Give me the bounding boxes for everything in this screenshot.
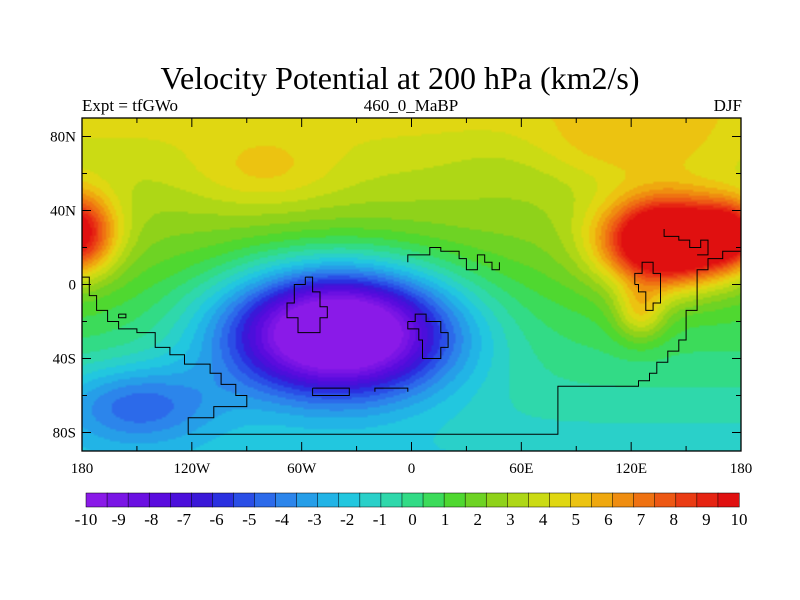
colorbar-label: 7	[637, 510, 646, 529]
colorbar-swatch	[633, 492, 656, 508]
colorbar-label: 10	[731, 510, 748, 529]
colorbar-swatch	[359, 492, 382, 508]
colorbar-swatch	[401, 492, 424, 508]
colorbar: -10 -9 -8 -7 -6 -5 -4 -3 -2 -1 0 1 2 3 4 5 6 7 8 9 10	[75, 492, 748, 529]
colorbar-label: 8	[669, 510, 678, 529]
y-tick-label: 80S	[53, 426, 76, 442]
coastline-segment	[286, 276, 328, 334]
coastline-segment	[118, 313, 127, 319]
colorbar-label: 2	[474, 510, 483, 529]
colorbar-label: -9	[112, 510, 126, 529]
colorbar-label: 0	[408, 510, 417, 529]
colorbar-swatch	[296, 492, 319, 508]
colorbar-swatch	[675, 492, 698, 508]
colorbar-label: -3	[307, 510, 321, 529]
x-tick-label: 180	[730, 461, 753, 477]
x-tick-label: 60W	[287, 461, 317, 477]
colorbar-label: -2	[340, 510, 354, 529]
colorbar-swatch	[380, 492, 403, 508]
season-label: DJF	[713, 96, 742, 115]
colorbar-swatch	[275, 492, 298, 508]
colorbar-swatch	[549, 492, 572, 508]
colorbar-swatch	[85, 492, 108, 508]
colorbar-label: -6	[210, 510, 224, 529]
y-tick-label: 40N	[50, 204, 76, 220]
x-tick-label: 180	[71, 461, 94, 477]
x-tick-label: 60E	[509, 461, 533, 477]
colorbar-label: -10	[75, 510, 98, 529]
y-tick-label: 40S	[53, 352, 76, 368]
y-tick-label: 80N	[50, 130, 76, 146]
y-tick-label: 0	[69, 278, 77, 294]
x-tick-label: 120W	[173, 461, 211, 477]
coastline-segment	[407, 247, 500, 271]
colorbar-swatch	[191, 492, 213, 508]
colorbar-swatch	[254, 492, 277, 508]
colorbar-swatch	[696, 492, 719, 508]
colorbar-swatch	[591, 492, 614, 508]
colorbar-swatch	[570, 492, 593, 508]
colorbar-swatch	[443, 492, 466, 508]
colorbar-label: 6	[604, 510, 613, 529]
colorbar-swatch	[233, 492, 256, 508]
colorbar-label: -7	[177, 510, 192, 529]
velocity-potential-field	[82, 118, 741, 451]
chart-title: Velocity Potential at 200 hPa (km2/s)	[160, 60, 640, 96]
coastline-segment	[374, 387, 409, 392]
colorbar-label: -5	[242, 510, 256, 529]
colorbar-label: 9	[702, 510, 711, 529]
colorbar-label: -1	[373, 510, 387, 529]
period-label: 460_0_MaBP	[363, 96, 459, 115]
coastline-segment	[634, 261, 661, 311]
colorbar-swatch	[612, 492, 635, 508]
coastline-segment	[82, 250, 741, 435]
colorbar-swatch	[507, 492, 529, 508]
colorbar-swatch	[148, 492, 171, 508]
colorbar-swatch	[464, 492, 487, 508]
colorbar-swatch	[528, 492, 550, 508]
colorbar-swatch	[422, 492, 445, 508]
colorbar-label: 3	[506, 510, 515, 529]
coastline-segment	[312, 387, 350, 396]
x-axis: 180 120W 60W 0 60E 120E 180	[71, 118, 753, 477]
colorbar-label: 4	[539, 510, 548, 529]
coastline-segment	[663, 229, 709, 256]
colorbar-swatch	[338, 492, 361, 508]
colorbar-swatch	[212, 492, 234, 508]
x-tick-label: 120E	[615, 461, 647, 477]
y-axis: 80N 40N 0 40S 80S	[50, 130, 741, 442]
colorbar-label: -4	[275, 510, 290, 529]
experiment-label: Expt = tfGWo	[82, 96, 179, 115]
colorbar-swatch	[317, 492, 340, 508]
colorbar-swatch	[170, 492, 192, 508]
colorbar-label: 5	[572, 510, 581, 529]
colorbar-swatch	[654, 492, 677, 508]
colorbar-swatch	[127, 492, 150, 508]
colorbar-label: 1	[441, 510, 450, 529]
colorbar-swatch	[717, 492, 740, 508]
coastlines	[82, 229, 741, 435]
colorbar-swatch	[106, 492, 129, 508]
colorbar-swatch	[485, 492, 508, 508]
coastline-segment	[407, 313, 449, 359]
x-tick-label: 0	[408, 461, 416, 477]
colorbar-label: -8	[144, 510, 158, 529]
